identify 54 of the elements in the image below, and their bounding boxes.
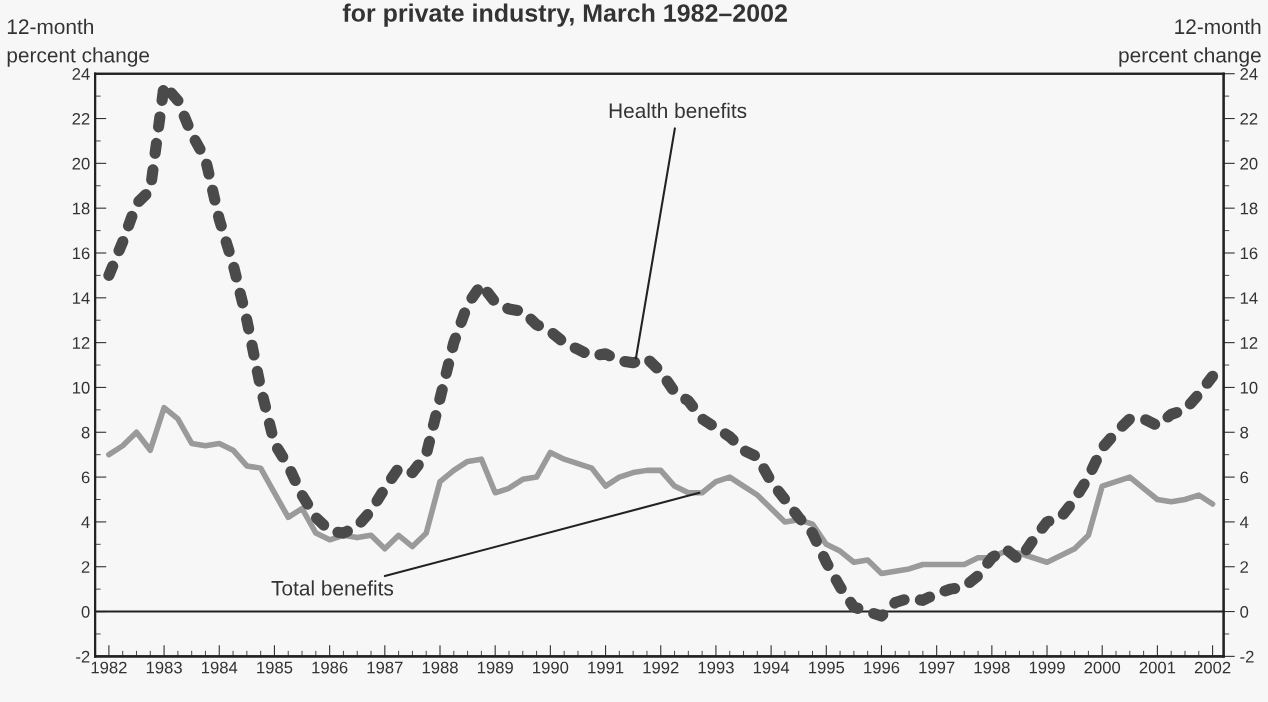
y2-tick-label: 6 <box>1240 471 1249 484</box>
y-tick-label: 24 <box>72 68 90 80</box>
x-tick-label: 1984 <box>202 661 238 674</box>
x-tick-label: 1987 <box>367 661 403 674</box>
x-tick-label: 1993 <box>698 661 734 674</box>
x-tick-label: 1989 <box>477 661 513 674</box>
x-tick-label: 1985 <box>257 661 293 674</box>
y-tick-label: 0 <box>81 605 90 618</box>
x-tick-label: 1999 <box>1029 661 1065 674</box>
x-tick-label: 1998 <box>974 661 1010 674</box>
x-tick-label: 1996 <box>864 661 900 674</box>
x-tick-label: 1990 <box>533 661 569 674</box>
y2-tick-label: 12 <box>1240 337 1258 349</box>
y-tick-label: 4 <box>81 516 90 528</box>
y2-tick-label: 8 <box>1240 426 1249 439</box>
x-tick-label: 1995 <box>809 661 845 674</box>
annotation: Health benefits <box>609 102 747 119</box>
y-tick-label: 2 <box>81 561 90 573</box>
y2-tick-label: 2 <box>1240 561 1249 573</box>
x-tick-label: 1986 <box>312 661 348 674</box>
y2-tick-label: 4 <box>1239 516 1249 528</box>
x-tick-label: 1994 <box>753 661 790 674</box>
y-tick-label: 6 <box>81 471 90 484</box>
y2-axis-title: 12-month percent change <box>1119 18 1261 67</box>
y-tick-label: 12 <box>72 337 90 349</box>
x-tick-label: 2001 <box>1139 661 1176 674</box>
y2-tick-label: 22 <box>1240 112 1258 125</box>
x-tick-label: 2002 <box>1194 661 1231 674</box>
x-tick-label: 1982 <box>91 661 127 674</box>
x-tick-label: 1997 <box>919 661 955 674</box>
chart-title: for private industry, March 1982–2002 <box>342 3 787 27</box>
y2-tick-label: 10 <box>1240 381 1258 394</box>
y2-tick-label: 0 <box>1240 605 1249 618</box>
y2-tick-label: 14 <box>1240 292 1258 304</box>
x-tick-label: 1992 <box>643 661 679 674</box>
x-tick-label: 1988 <box>422 661 458 674</box>
y2-tick-label: 24 <box>1240 68 1258 80</box>
y2-tick-label: 20 <box>1240 157 1258 170</box>
x-tick-label: 1991 <box>588 661 624 674</box>
y-tick-label: 10 <box>72 381 90 394</box>
y-tick-label: 20 <box>72 157 90 170</box>
y2-tick-label: 18 <box>1240 202 1258 215</box>
y-tick-label: 14 <box>72 292 90 304</box>
annotation: Total benefits <box>271 580 394 596</box>
y-tick-label: 16 <box>72 247 90 260</box>
y-tick-label: -2 <box>76 650 90 663</box>
x-tick-label: 2000 <box>1084 661 1121 674</box>
y-tick-label: 22 <box>72 112 90 125</box>
y2-tick-label: -2 <box>1240 650 1254 663</box>
y-tick-label: 8 <box>81 426 90 439</box>
y-tick-label: 18 <box>72 202 90 215</box>
x-tick-label: 1983 <box>146 661 182 674</box>
y-axis-title: 12-month percent change <box>7 18 150 67</box>
y2-tick-label: 16 <box>1240 247 1258 260</box>
